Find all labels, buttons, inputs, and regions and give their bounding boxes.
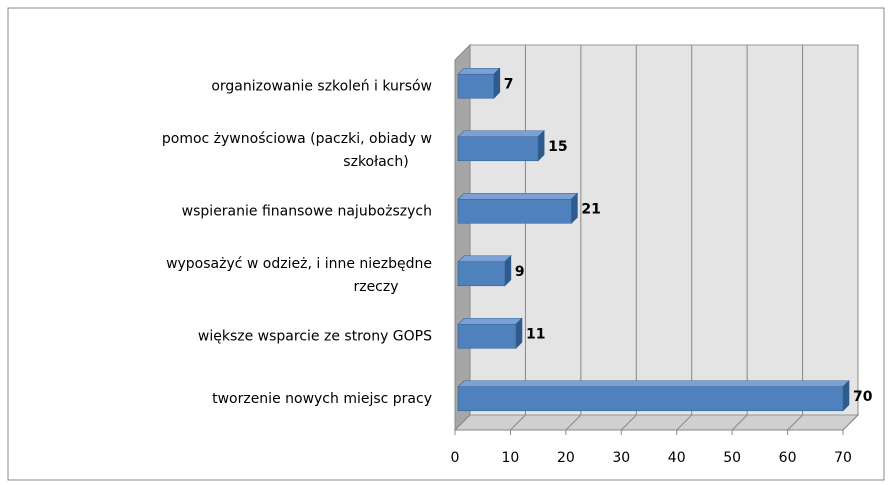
value-label: 7 (504, 76, 514, 92)
bar-top (457, 380, 850, 388)
value-label: 11 (526, 326, 545, 342)
x-tick-label: 20 (557, 450, 575, 466)
floor-grid-line (731, 414, 748, 431)
x-tick-label: 70 (834, 450, 852, 466)
y-tick-label: wspieranie finansowe najuboższych (182, 203, 432, 219)
bar (457, 73, 495, 99)
y-tick-label: pomoc żywnościowa (paczki, obiady w szkoł… (162, 131, 432, 170)
x-tick-label: 50 (723, 450, 741, 466)
value-label: 15 (548, 139, 567, 155)
bar-top (457, 255, 512, 263)
label-line: rzeczy (353, 279, 398, 295)
y-tick-label: większe wsparcie ze strony GOPS (198, 328, 432, 344)
x-tick-label: 60 (779, 450, 797, 466)
x-tick-label: 30 (612, 450, 630, 466)
bar (457, 261, 506, 287)
x-tick-label: 10 (502, 450, 520, 466)
side-wall (454, 43, 471, 432)
bar-top (457, 317, 523, 325)
bar-top (457, 192, 579, 200)
floor-grid-line (565, 414, 582, 431)
bar (457, 198, 572, 224)
floor-grid-line (787, 414, 803, 431)
back-wall (469, 44, 859, 416)
y-tick-label: tworzenie nowych miejsc pracy (212, 391, 432, 407)
floor-grid-line (842, 414, 859, 431)
x-tick-label: 40 (668, 450, 686, 466)
value-label: 70 (853, 389, 873, 405)
x-tick-label: 0 (451, 450, 460, 466)
bar-top (457, 130, 545, 138)
floor-grid-line (510, 414, 526, 431)
label-line: wyposażyć w odzież, i inne niezbędne (166, 256, 432, 272)
bar-top (457, 67, 501, 75)
floor-grid-line (676, 414, 693, 431)
floor-grid-line (454, 414, 471, 431)
bar (457, 136, 539, 162)
label-line: szkołach) (343, 154, 408, 170)
y-tick-label: organizowanie szkoleń i kursów (211, 78, 432, 94)
floor-grid-line (620, 414, 637, 431)
label-line: pomoc żywnościowa (paczki, obiady w (162, 131, 432, 147)
value-label: 9 (515, 264, 525, 280)
value-label: 21 (581, 201, 600, 217)
bar (457, 386, 844, 412)
floor (453, 414, 860, 431)
bar (457, 323, 517, 349)
y-tick-label: wyposażyć w odzież, i inne niezbędne rzec… (166, 256, 432, 295)
